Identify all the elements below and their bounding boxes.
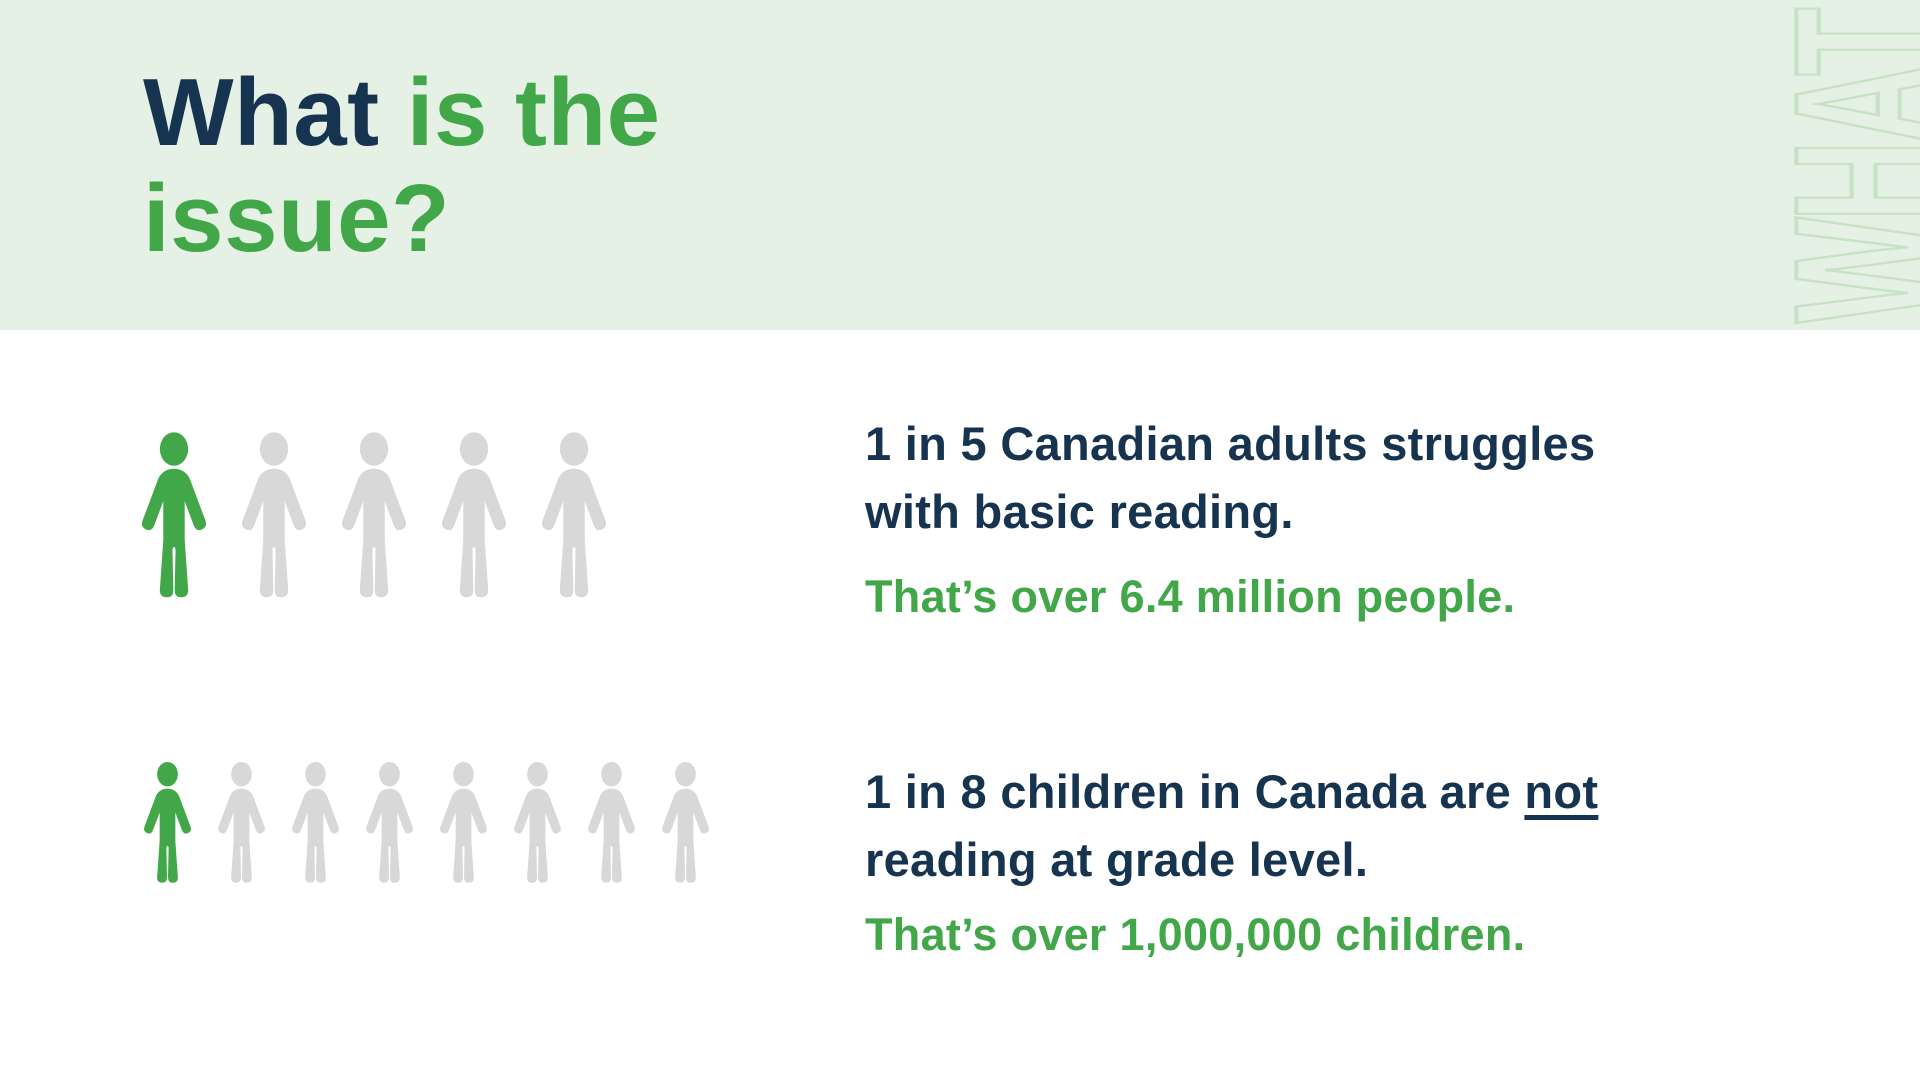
watermark-text: WHAT: [1752, 9, 1920, 323]
children-headline-underlined-word: not: [1524, 765, 1599, 818]
person-icon: [440, 761, 487, 883]
children-headline-line1-prefix: 1 in 8 children in Canada are: [865, 765, 1525, 818]
adults-headline: 1 in 5 Canadian adults struggles with bas…: [865, 410, 1805, 546]
person-icon: [541, 432, 607, 598]
title-line1-rest: is the: [379, 59, 661, 166]
person-icon: [218, 761, 265, 883]
children-subtext: That’s over 1,000,000 children.: [865, 909, 1526, 960]
person-icon: [662, 761, 709, 883]
person-icon: [144, 761, 191, 883]
children-headline: 1 in 8 children in Canada are not reading…: [865, 758, 1805, 894]
person-icon: [241, 432, 307, 598]
page-title: What is the issue?: [143, 60, 661, 272]
person-icon: [441, 432, 507, 598]
person-icon: [514, 761, 561, 883]
adults-headline-line1: 1 in 5 Canadian adults struggles: [865, 417, 1596, 470]
title-line2: issue?: [143, 165, 451, 272]
person-icon: [588, 761, 635, 883]
header-banner: What is the issue? WHAT: [0, 0, 1920, 330]
adults-headline-line2: with basic reading.: [865, 485, 1294, 538]
watermark-what-outline: WHAT: [1750, 6, 1920, 325]
person-icon: [141, 432, 207, 598]
title-word-what: What: [143, 59, 380, 166]
children-headline-line2: reading at grade level.: [865, 833, 1369, 886]
children-pictogram-row: [136, 761, 717, 884]
person-icon: [292, 761, 339, 883]
adults-pictogram-row: [131, 431, 617, 599]
person-icon: [366, 761, 413, 883]
person-icon: [341, 432, 407, 598]
adults-subtext: That’s over 6.4 million people.: [865, 571, 1516, 622]
